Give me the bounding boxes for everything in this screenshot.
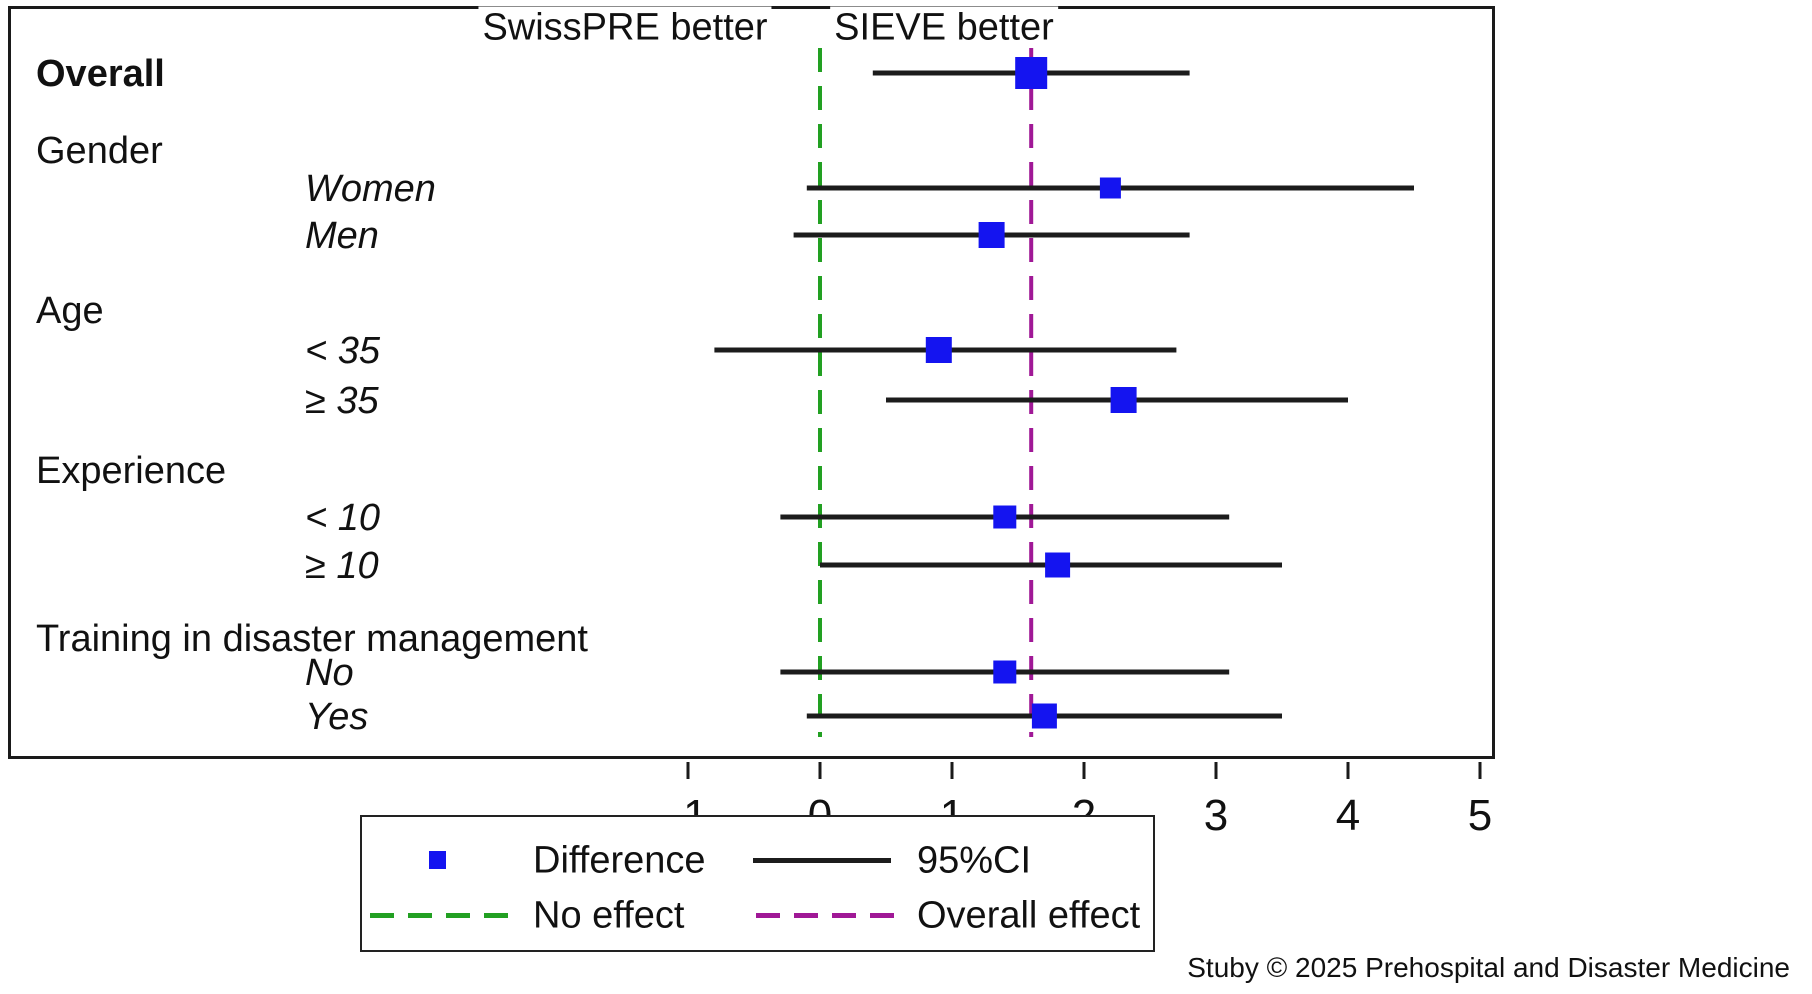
- legend-ci-label: 95%CI: [917, 839, 1032, 882]
- row-group-label: Experience: [36, 450, 226, 492]
- estimate-marker-< 35: [925, 337, 952, 363]
- legend-ci-line: [753, 858, 891, 863]
- row-label: < 35: [305, 330, 381, 372]
- header-sieve-better: SIEVE better: [830, 6, 1058, 50]
- attribution-text: Stuby © 2025 Prehospital and Disaster Me…: [1187, 952, 1790, 983]
- legend-overall-effect-line: [756, 913, 896, 918]
- estimate-marker-≥ 10: [1045, 552, 1071, 578]
- row-group-label: Training in disaster management: [36, 618, 588, 660]
- row-label: No: [305, 652, 354, 694]
- legend-overall-effect-label: Overall effect: [917, 894, 1141, 937]
- legend: [360, 815, 1155, 952]
- legend-no-effect-label: No effect: [533, 894, 685, 937]
- row-label: Overall: [36, 53, 165, 95]
- estimate-marker-Yes: [1031, 703, 1057, 729]
- row-label: ≥ 10: [305, 545, 379, 587]
- x-tick-label: 4: [1336, 791, 1360, 840]
- x-tick-label: 3: [1204, 791, 1228, 840]
- estimate-marker-No: [993, 660, 1017, 684]
- estimate-marker-≥ 35: [1110, 387, 1137, 413]
- x-tick-label: 5: [1468, 791, 1492, 840]
- plot-area: [8, 6, 1495, 759]
- row-group-label: Age: [36, 290, 104, 332]
- row-label: Yes: [305, 696, 368, 738]
- row-group-label: Gender: [36, 130, 163, 172]
- row-label: < 10: [305, 497, 380, 539]
- row-label: Men: [305, 215, 379, 257]
- legend-difference-marker: [429, 851, 446, 869]
- row-label: ≥ 35: [305, 380, 380, 422]
- estimate-marker-Overall: [1015, 57, 1048, 89]
- estimate-marker-Women: [1099, 177, 1121, 199]
- row-label: Women: [305, 168, 436, 210]
- legend-difference-label: Difference: [533, 839, 706, 882]
- header-swisspre-better: SwissPRE better: [478, 6, 772, 50]
- estimate-marker-< 10: [993, 505, 1017, 529]
- legend-no-effect-line: [370, 913, 508, 918]
- estimate-marker-Men: [978, 222, 1005, 248]
